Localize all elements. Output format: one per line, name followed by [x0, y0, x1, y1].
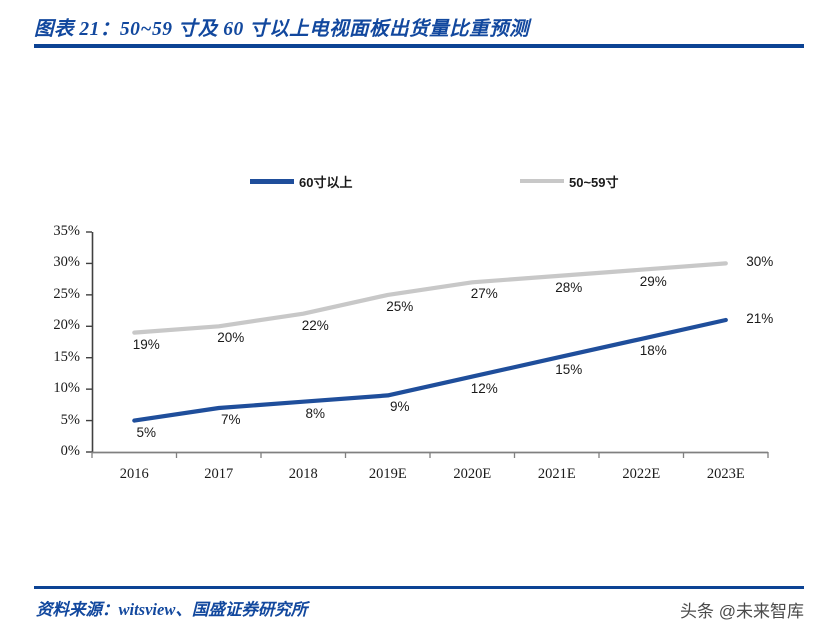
watermark-label: 头条 @未来智库: [680, 602, 804, 621]
x-axis-tick-label: 2017: [204, 466, 234, 482]
y-axis-tick-label: 30%: [53, 254, 80, 271]
x-axis-ticks: [91, 452, 769, 458]
chart-legend: 60寸以上 50~59寸: [250, 170, 650, 194]
y-axis-tick-label: 5%: [60, 411, 80, 428]
y-axis-ticks: [86, 231, 92, 453]
legend-item-label: 50~59寸: [569, 174, 619, 190]
data-point-label: 30%: [746, 254, 774, 270]
x-axis-tick-label: 2020E: [453, 466, 492, 482]
data-point-label: 15%: [555, 361, 583, 377]
x-axis-tick-label: 2022E: [622, 466, 661, 482]
y-axis-tick-label: 15%: [53, 348, 80, 365]
source-note: 资料来源：witsview、国盛证券研究所: [36, 600, 308, 619]
y-axis-tick-label: 25%: [53, 285, 80, 302]
data-point-label: 12%: [470, 380, 498, 396]
footer-divider: [34, 586, 804, 589]
data-point-label: 18%: [639, 342, 667, 358]
legend-swatch-icon: [250, 178, 294, 184]
header-divider: [34, 44, 804, 48]
chart-container: 60寸以上 50~59寸 35% 30% 25% 20% 15% 10% 5% 0% 2016…: [0, 52, 838, 586]
data-point-label: 8%: [305, 405, 325, 421]
x-axis-tick-label: 2019E: [368, 466, 407, 482]
data-point-label: 22%: [301, 317, 329, 333]
data-point-label: 20%: [217, 330, 245, 346]
legend-swatch-icon: [520, 179, 564, 183]
data-point-label: 5%: [136, 424, 156, 440]
x-axis-tick-label: 2018: [288, 466, 318, 482]
data-point-label: 25%: [386, 298, 414, 314]
data-point-label: 19%: [132, 336, 160, 352]
y-axis-tick-label: 20%: [53, 317, 80, 334]
series-line-50-59-inch: [132, 261, 728, 335]
data-point-label: 28%: [555, 280, 583, 295]
y-axis-tick-label: 10%: [53, 380, 80, 397]
x-axis-tick-label: 2021E: [537, 466, 576, 482]
data-point-label: 29%: [639, 273, 667, 289]
y-axis-tick-label: 35%: [53, 223, 80, 239]
legend-item-label: 60寸以上: [299, 174, 353, 190]
y-axis-tick-label: 0%: [60, 443, 80, 459]
data-point-label: 9%: [389, 399, 410, 415]
x-axis-tick-label: 2023E: [706, 466, 745, 482]
data-point-label: 7%: [220, 412, 241, 427]
plot-svg: [86, 231, 769, 458]
x-axis-tick-label: 2016: [119, 466, 149, 482]
page-title: 图表 21：50~59 寸及 60 寸以上电视面板出货量比重预测: [34, 19, 530, 40]
plot-area: 35% 30% 25% 20% 15% 10% 5% 0% 2016 2017 2018 2019E…: [0, 52, 838, 586]
data-point-label: 27%: [470, 286, 498, 302]
data-point-label: 21%: [746, 311, 774, 326]
legend-item-50-59-inch[interactable]: 50~59寸: [520, 170, 619, 192]
figure-header: 图表 21：50~59 寸及 60 寸以上电视面板出货量比重预测: [0, 0, 838, 52]
series-line-60-inch-plus: [132, 317, 728, 423]
legend-item-60-inch-plus[interactable]: 60寸以上: [250, 170, 352, 192]
